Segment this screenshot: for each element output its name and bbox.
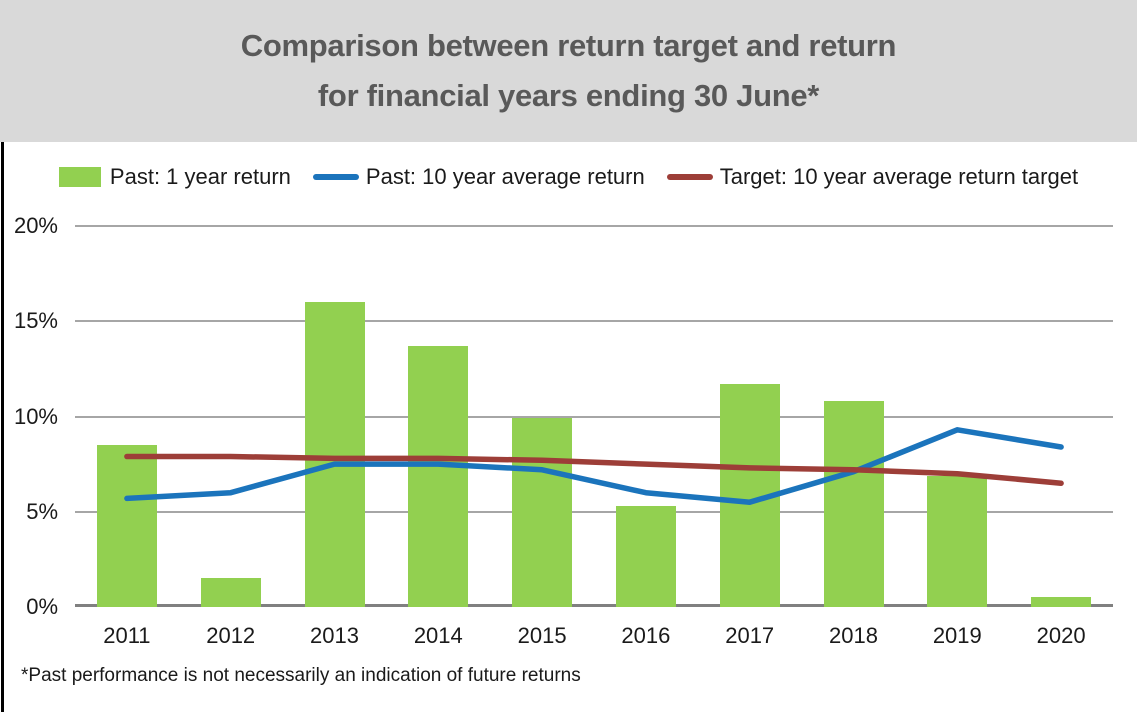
x-tick-label: 2016: [621, 623, 671, 648]
bar-2012: [200, 578, 261, 607]
footnote-text: *Past performance is not necessarily an …: [21, 665, 581, 686]
legend-label-10yr-average: Past: 10 year average return: [365, 164, 645, 189]
gridline: [75, 510, 1113, 513]
gridline: [75, 415, 1113, 418]
x-tick-label: 2017: [725, 623, 775, 648]
bar-2015: [512, 418, 573, 607]
legend-label-1yr-return: Past: 1 year return: [109, 164, 291, 189]
x-tick-label: 2011: [103, 623, 151, 648]
page-title-line2: for financial years ending 30 June*: [317, 78, 820, 113]
target-return-line: [124, 453, 1064, 486]
legend-item-1yr-return: Past: 1 year return: [58, 164, 291, 190]
past-10yr-average-line: [124, 427, 1064, 505]
legend-item-target: Target: 10 year average return target: [666, 164, 1079, 190]
red-line-swatch-icon: [666, 174, 713, 180]
bar-2019: [927, 475, 988, 607]
page-title-line1: Comparison between return target and ret…: [240, 28, 897, 63]
x-tick-label: 2014: [413, 623, 463, 648]
bar-2011: [96, 445, 157, 607]
x-axis-line: [75, 604, 1113, 607]
y-tick-label: 5%: [26, 498, 58, 524]
y-tick-label: 0%: [26, 594, 58, 619]
gridline: [75, 225, 1113, 227]
plot-area: [75, 225, 1113, 607]
bar-2013: [304, 302, 365, 607]
x-axis-labels: 2011 2012 2013 2014 2015 2016 2017 2018 2019 2020: [75, 622, 1113, 652]
line-series-overlay: [124, 427, 1064, 505]
blue-line-swatch-icon: [312, 174, 359, 180]
legend-item-10yr-average: Past: 10 year average return: [312, 164, 645, 190]
y-tick-label: 10%: [13, 403, 58, 429]
bar-2018: [823, 401, 884, 607]
gridline: [75, 320, 1113, 323]
chart-legend: Past: 1 year return Past: 10 year averag…: [0, 164, 1137, 190]
y-tick-label: 15%: [13, 308, 58, 334]
green-bar-swatch-icon: [58, 167, 101, 187]
bar-2014: [408, 346, 469, 607]
y-tick-label: 20%: [13, 213, 58, 238]
x-tick-label: 2012: [206, 623, 256, 648]
bar-2020: [1031, 597, 1092, 607]
x-tick-label: 2019: [932, 623, 982, 648]
header-band: Comparison between return target and ret…: [0, 0, 1137, 142]
x-tick-label: 2013: [310, 623, 359, 648]
left-border-line: [1, 142, 4, 712]
x-tick-label: 2018: [829, 623, 878, 648]
x-tick-label: 2020: [1036, 623, 1086, 648]
y-axis-labels: 0% 5% 10% 15% 20%: [0, 213, 58, 619]
x-tick-label: 2015: [517, 623, 567, 648]
legend-label-target: Target: 10 year average return target: [719, 164, 1079, 189]
bar-2016: [615, 506, 676, 607]
